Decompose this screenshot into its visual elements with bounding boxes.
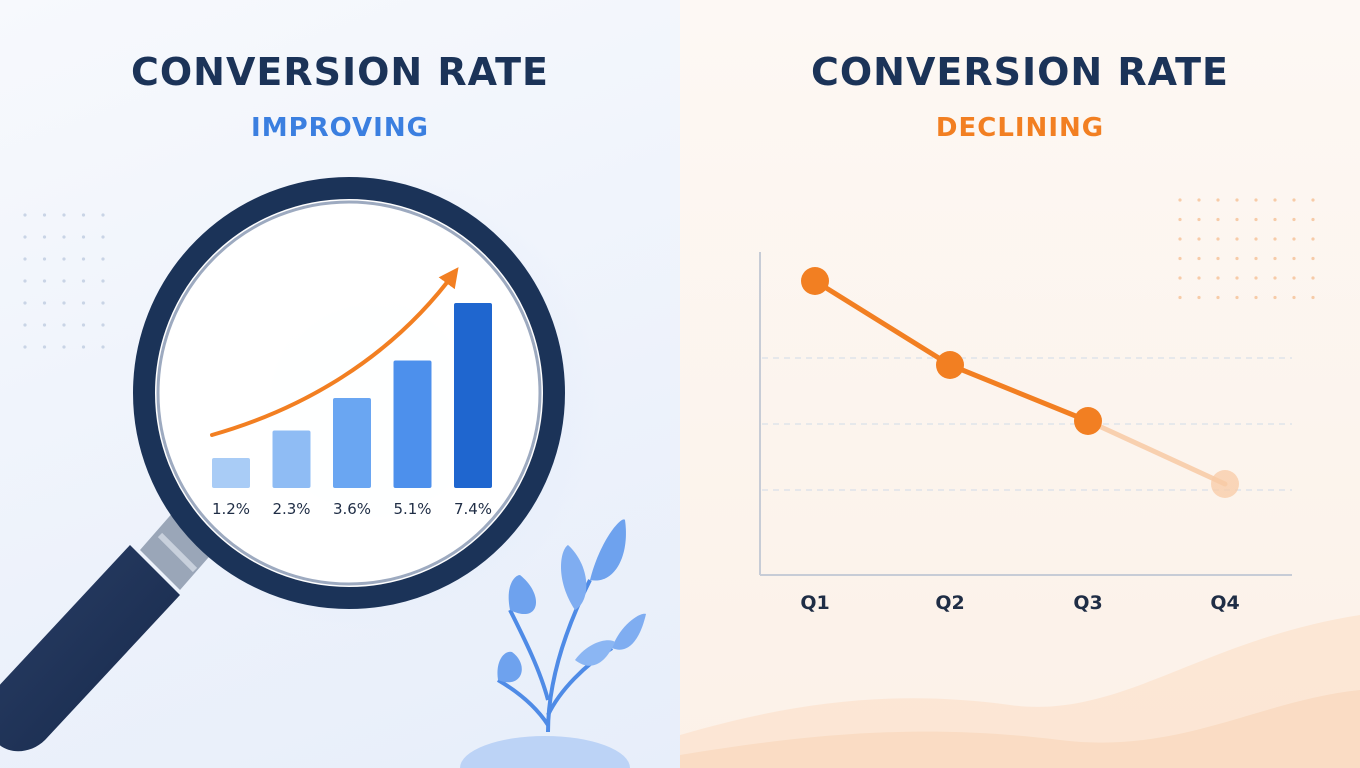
left-chart-subtitle: IMPROVING: [251, 113, 429, 143]
bar-label-1: 1.2%: [212, 500, 250, 518]
x-tick-labels: Q1 Q2 Q3 Q4: [800, 592, 1239, 614]
declining-chart: Q1 Q2 Q3 Q4: [680, 198, 1360, 768]
bar-2: [272, 430, 311, 488]
point-q1: [801, 267, 829, 295]
improving-illustration: 1.2% 2.3% 3.6% 5.1% 7.4%: [0, 170, 646, 768]
bar-label-4: 5.1%: [393, 500, 431, 518]
gridlines: [762, 357, 1292, 491]
right-chart-subtitle: DECLINING: [935, 113, 1105, 143]
tick-label-q2: Q2: [935, 592, 964, 614]
line-segment-3: [1085, 418, 1228, 487]
magnifier-rim: [133, 177, 565, 609]
declining-panel: Q1 Q2 Q3 Q4 CONVERSION RATE DECLINING: [680, 0, 1360, 768]
right-chart-title: CONVERSION RATE: [810, 50, 1230, 94]
point-q3: [1074, 407, 1102, 435]
bar-tick-labels: 1.2% 2.3% 3.6% 5.1% 7.4%: [212, 500, 492, 518]
plant-icon: [460, 519, 646, 768]
trend-up-arrow: [210, 267, 459, 437]
tick-label-q4: Q4: [1210, 592, 1239, 614]
line-segment-1: [812, 278, 953, 368]
decorative-wave: [680, 615, 1360, 768]
bar-4: [393, 360, 432, 488]
bar-label-5: 7.4%: [454, 500, 492, 518]
magnifier-lens: [151, 195, 547, 591]
left-chart-title: CONVERSION RATE: [130, 50, 550, 94]
improving-panel: 1.2% 2.3% 3.6% 5.1% 7.4% CONVERSION RATE IMP…: [0, 0, 680, 768]
point-q4: [1211, 470, 1239, 498]
decorative-dot-grid: [1178, 198, 1315, 300]
line-series: [801, 267, 1239, 498]
tick-label-q1: Q1: [800, 592, 829, 614]
bar-1: [212, 458, 250, 488]
bar-5: [454, 303, 492, 488]
decorative-dot-grid: [23, 213, 105, 349]
tick-label-q3: Q3: [1073, 592, 1102, 614]
bar-series: [212, 303, 492, 488]
line-segment-2: [947, 362, 1091, 424]
point-q2: [936, 351, 964, 379]
bar-label-2: 2.3%: [272, 500, 310, 518]
bar-3: [333, 398, 371, 488]
bar-label-3: 3.6%: [333, 500, 371, 518]
magnifier-handle: [0, 510, 215, 752]
